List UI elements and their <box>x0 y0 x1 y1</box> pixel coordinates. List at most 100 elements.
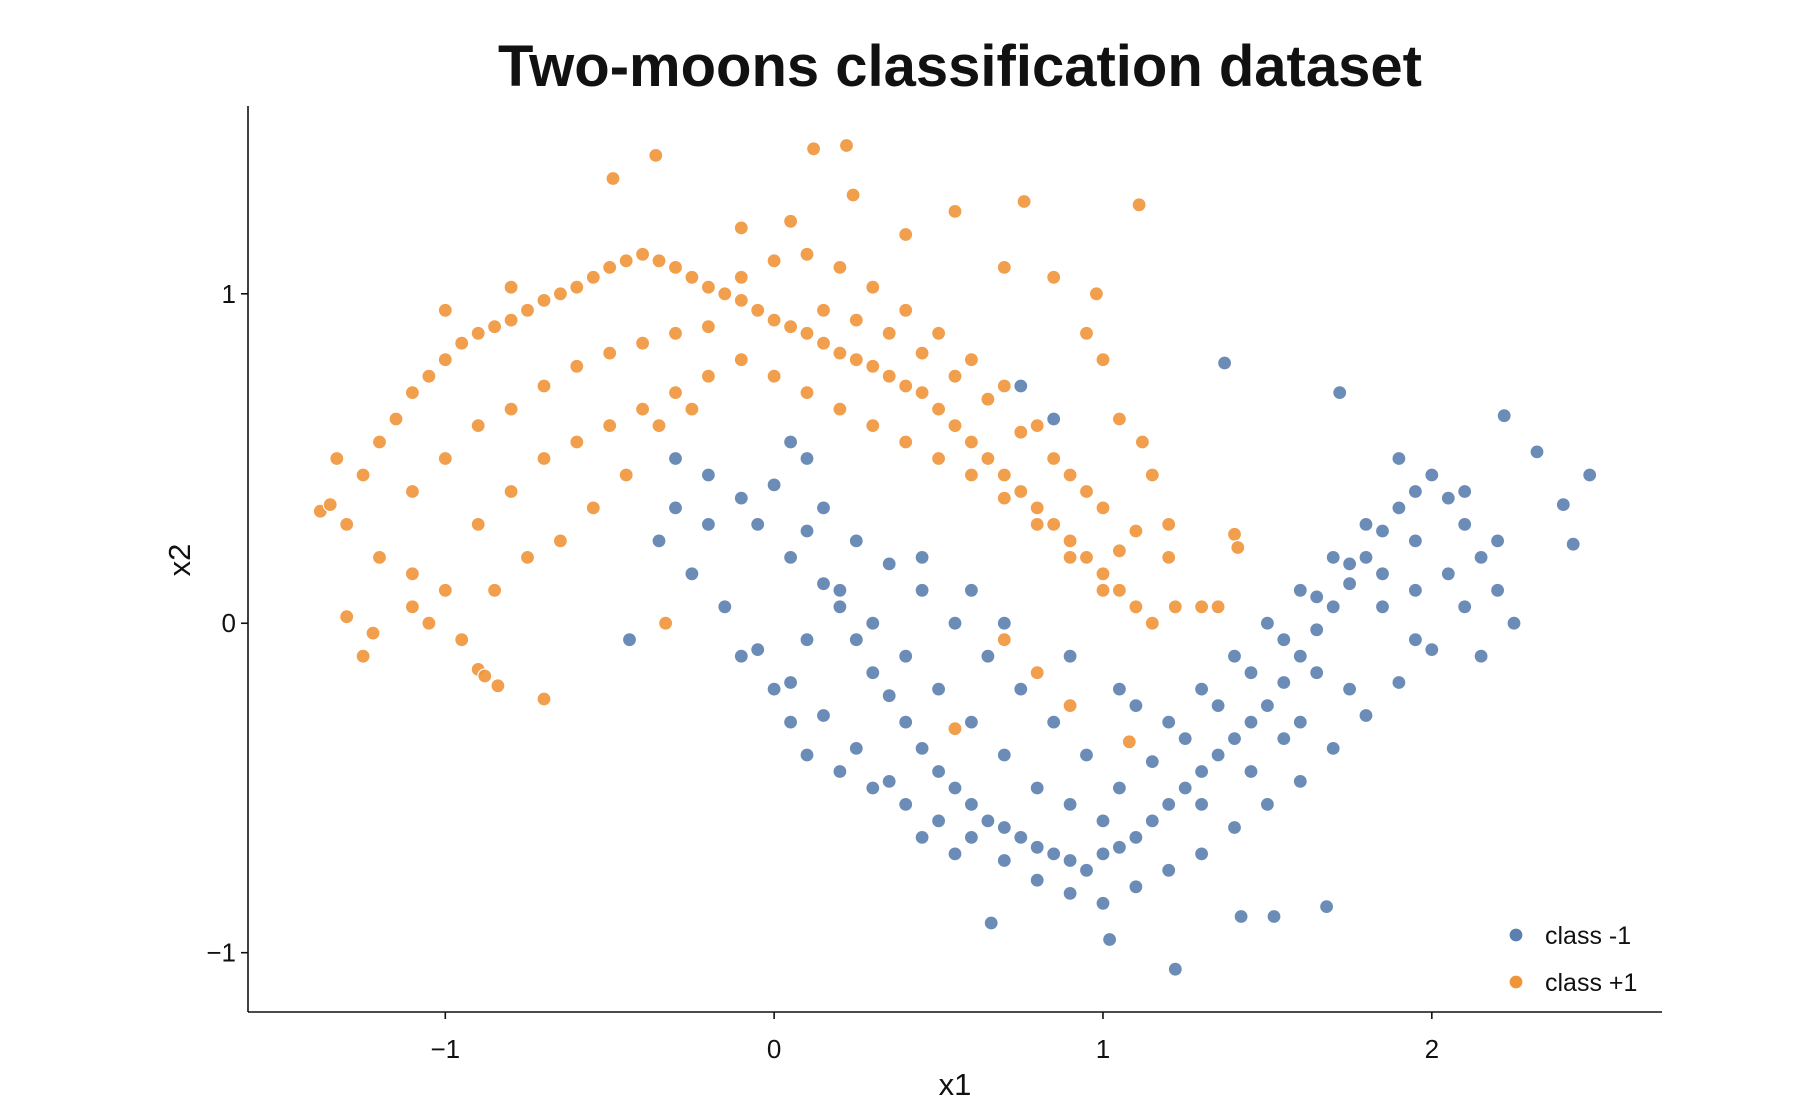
data-point <box>996 819 1012 836</box>
legend: class -1 class +1 <box>1508 922 1637 997</box>
data-point <box>536 292 552 308</box>
data-point <box>1013 829 1029 846</box>
data-point <box>684 566 700 582</box>
data-point <box>930 763 947 780</box>
data-point <box>1489 533 1506 549</box>
data-point <box>881 688 897 704</box>
data-point <box>1046 450 1062 467</box>
data-point <box>947 615 963 631</box>
data-point <box>569 358 585 374</box>
data-point <box>799 325 815 341</box>
data-point <box>717 599 733 615</box>
data-point <box>1193 599 1210 615</box>
data-point <box>1374 523 1391 539</box>
data-point <box>782 434 799 450</box>
data-point <box>848 632 864 648</box>
data-point <box>1473 648 1489 664</box>
data-point <box>470 325 486 341</box>
data-point <box>1121 734 1137 750</box>
data-point <box>618 467 634 483</box>
data-point <box>437 302 453 318</box>
data-point <box>1226 648 1243 664</box>
data-point <box>1177 780 1193 796</box>
data-point <box>1529 444 1545 460</box>
data-point <box>1391 450 1407 467</box>
data-point <box>1013 424 1029 440</box>
data-point <box>1243 665 1259 681</box>
data-point <box>799 747 815 763</box>
data-point <box>421 368 437 384</box>
data-point <box>329 450 345 467</box>
data-point <box>881 325 897 341</box>
data-points <box>312 137 1598 977</box>
data-point <box>1062 697 1078 714</box>
data-point <box>490 678 506 694</box>
data-point <box>832 599 848 615</box>
data-point <box>914 345 930 361</box>
data-point <box>1095 500 1111 516</box>
data-point <box>700 319 717 335</box>
data-point <box>799 246 815 262</box>
data-point <box>963 714 980 730</box>
data-point <box>1134 434 1151 450</box>
data-point <box>766 368 782 384</box>
data-point <box>1161 516 1177 533</box>
data-point <box>536 450 552 467</box>
data-point <box>1358 516 1374 533</box>
data-point <box>832 345 848 361</box>
legend-label-class-neg1: class -1 <box>1545 922 1631 950</box>
data-point <box>634 335 651 351</box>
data-point <box>848 533 864 549</box>
x-axis-label: x1 <box>939 1067 972 1102</box>
data-point <box>914 582 930 598</box>
data-point <box>898 434 914 450</box>
data-point <box>1555 497 1571 513</box>
data-point <box>1062 885 1078 902</box>
data-point <box>1506 615 1522 631</box>
data-point <box>1095 566 1111 582</box>
data-point <box>914 385 930 401</box>
data-point <box>1128 879 1144 895</box>
data-point <box>1341 576 1358 592</box>
data-point <box>838 137 855 154</box>
chart-title: Two-moons classification dataset <box>498 34 1422 99</box>
data-point <box>832 763 848 780</box>
data-point <box>503 312 519 328</box>
data-point <box>963 434 980 450</box>
data-point <box>1111 780 1128 796</box>
data-point <box>766 312 782 328</box>
data-point <box>700 368 717 384</box>
x-tick-label: 2 <box>1425 1034 1439 1064</box>
data-point <box>805 141 822 157</box>
data-point <box>1111 411 1128 427</box>
data-point <box>1078 549 1095 566</box>
data-point <box>1062 467 1078 483</box>
data-point <box>782 319 799 335</box>
data-point <box>371 549 388 566</box>
data-point <box>470 418 486 434</box>
data-point <box>1358 549 1374 566</box>
data-point <box>1161 796 1177 813</box>
data-point <box>1489 582 1506 598</box>
data-point <box>750 302 766 318</box>
data-point <box>1029 516 1045 533</box>
data-point <box>782 213 799 229</box>
data-point <box>585 269 601 285</box>
data-point <box>947 721 963 737</box>
data-point <box>503 401 519 417</box>
data-point <box>1161 862 1177 878</box>
data-point <box>651 418 667 434</box>
data-point <box>1193 681 1210 697</box>
data-point <box>898 648 914 664</box>
data-point <box>980 450 996 467</box>
data-point <box>634 246 651 262</box>
data-point <box>700 279 717 295</box>
data-point <box>1167 961 1183 977</box>
data-point <box>1062 852 1078 869</box>
data-point <box>667 325 684 341</box>
data-point <box>667 259 684 275</box>
data-point <box>832 401 848 417</box>
data-point <box>536 378 552 394</box>
data-point <box>1276 674 1292 691</box>
